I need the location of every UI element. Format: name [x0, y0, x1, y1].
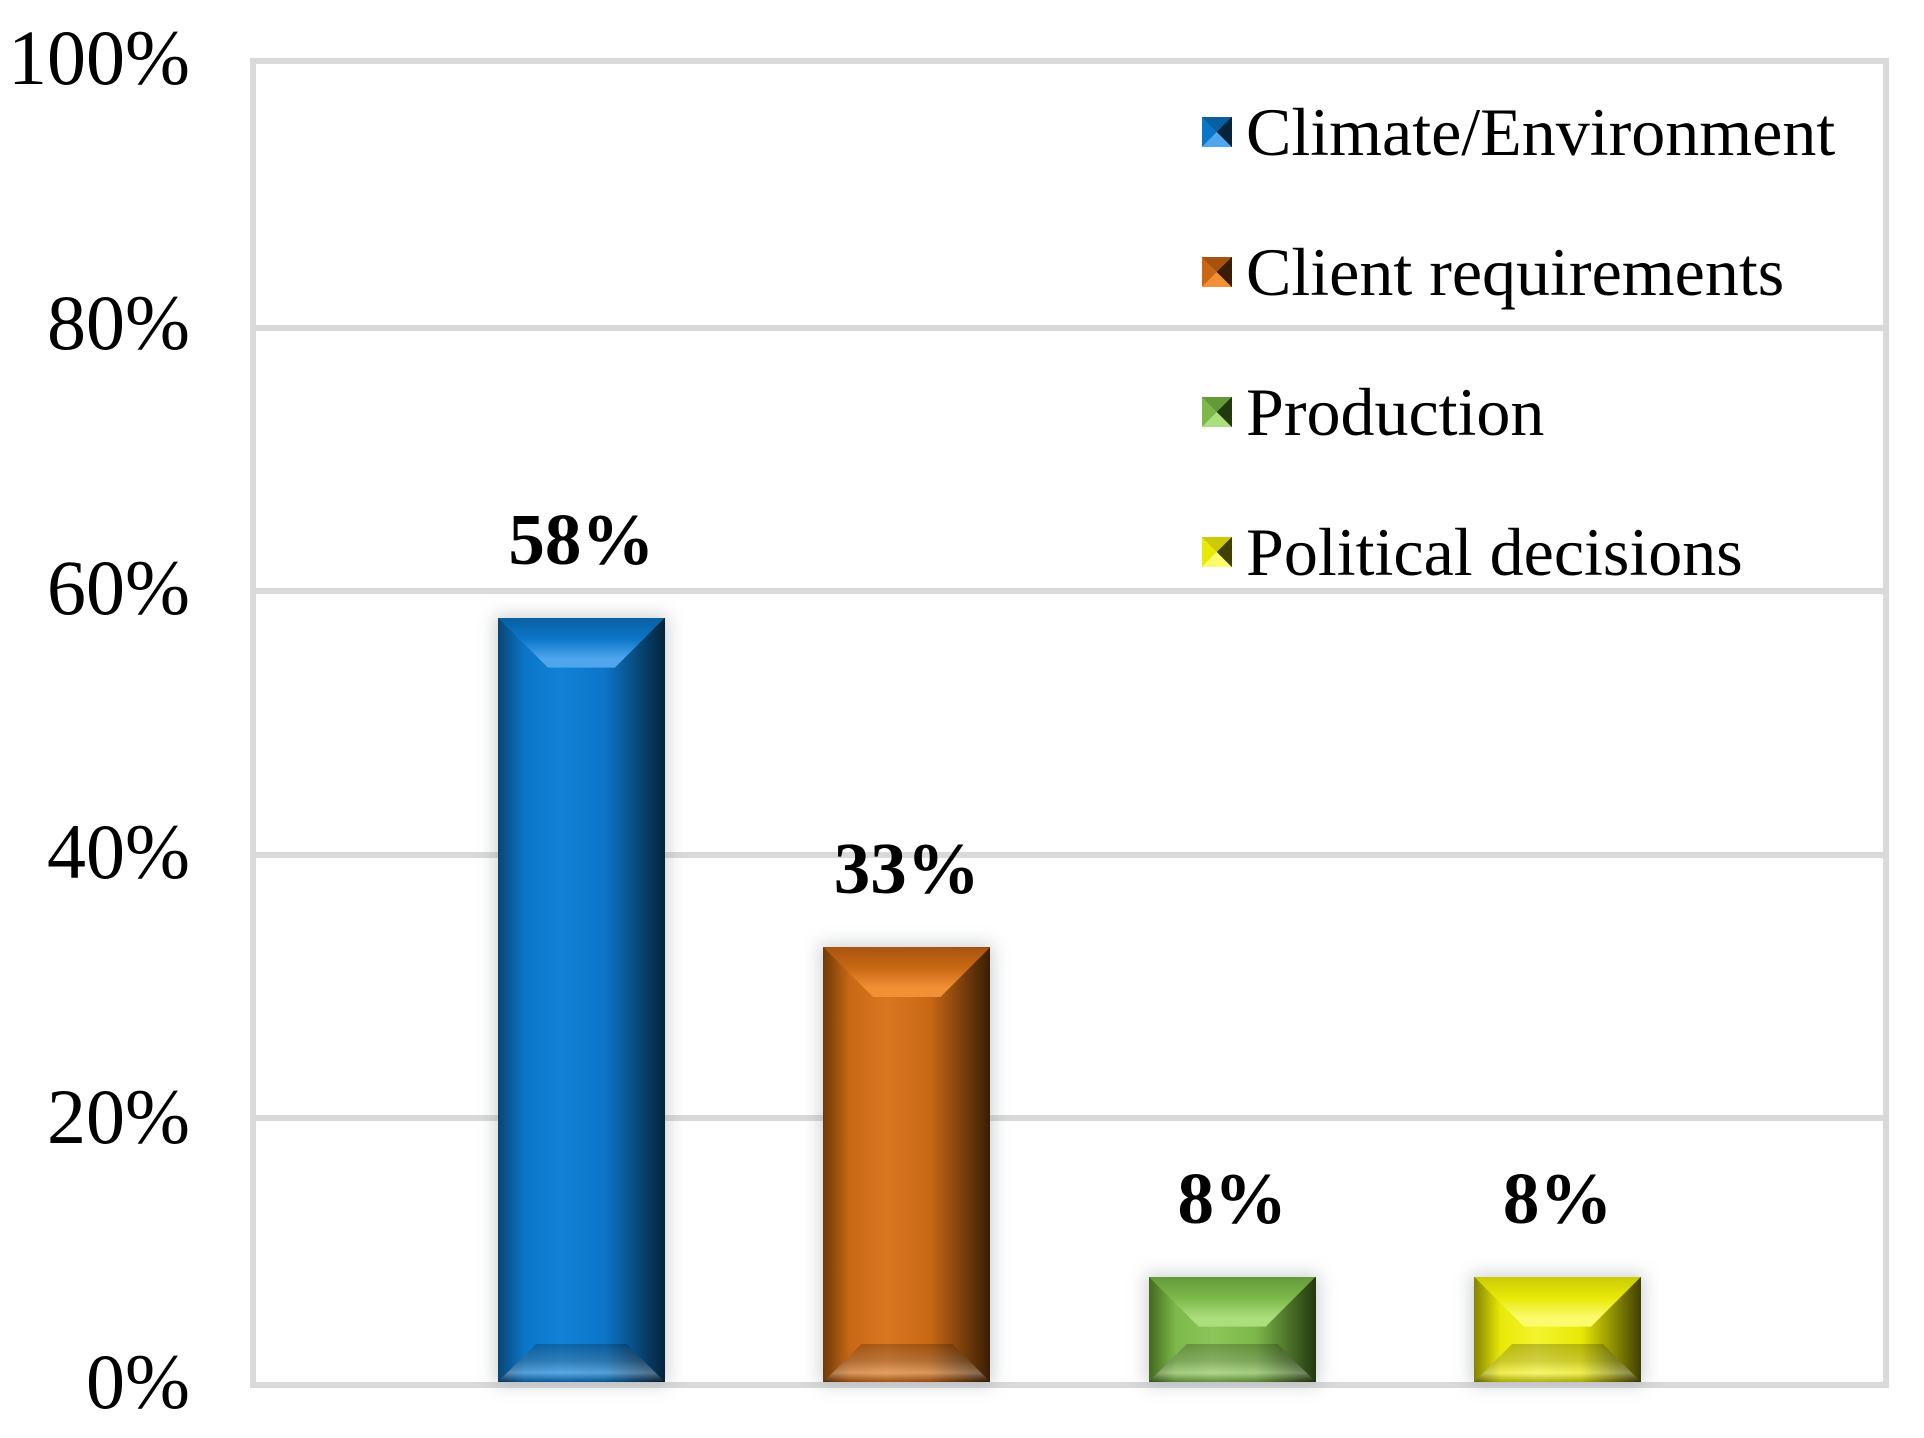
legend: Climate/Environment Client requirements Pr…	[1202, 92, 1835, 652]
bar-climate-environment	[497, 617, 665, 1382]
gridline-20	[256, 1115, 1883, 1122]
y-axis-label-60: 60%	[47, 543, 190, 631]
bar-value-label-climate-environment: 58%	[508, 498, 655, 580]
bar-value-label-production: 8%	[1177, 1157, 1287, 1239]
legend-marker-icon-climate-environment	[1202, 117, 1232, 147]
plot-area: 58% 33% 8% 8%	[250, 58, 1889, 1388]
bar-bottom-bevel	[1149, 1344, 1316, 1382]
y-axis-label-0: 0%	[86, 1338, 190, 1425]
bar-political-decisions	[1474, 1276, 1642, 1382]
legend-item-label: Client requirements	[1246, 234, 1785, 310]
legend-marker-icon-political-decisions	[1202, 537, 1232, 567]
legend-marker-icon-production	[1202, 397, 1232, 427]
bar-top-bevel	[498, 618, 665, 668]
legend-item-production: Production	[1202, 372, 1835, 452]
legend-item-label: Climate/Environment	[1246, 94, 1836, 170]
bar-production	[1148, 1276, 1316, 1382]
legend-item-client-requirements: Client requirements	[1202, 232, 1835, 312]
gridline-40	[256, 851, 1883, 858]
y-axis-label-100: 100%	[8, 14, 190, 101]
bar-bottom-bevel	[823, 1344, 990, 1382]
legend-item-political-decisions: Political decisions	[1202, 512, 1835, 592]
bar-value-label-client-requirements: 33%	[833, 828, 980, 910]
bar-top-bevel	[823, 947, 990, 997]
bar-client-requirements	[823, 947, 991, 1382]
bar-value-label-political-decisions: 8%	[1502, 1157, 1613, 1239]
legend-item-label: Production	[1246, 374, 1545, 450]
y-axis: 0% 20% 40% 60% 80% 100%	[0, 18, 190, 1422]
bar-top-bevel	[1474, 1277, 1641, 1327]
bar-top-bevel	[1149, 1277, 1316, 1327]
y-axis-label-40: 40%	[47, 808, 190, 896]
y-axis-label-80: 80%	[47, 278, 190, 366]
bar-bottom-bevel	[1474, 1344, 1641, 1382]
legend-item-climate-environment: Climate/Environment	[1202, 92, 1835, 172]
bar-bottom-bevel	[498, 1344, 665, 1382]
y-axis-label-20: 20%	[47, 1073, 190, 1161]
legend-marker-icon-client-requirements	[1202, 257, 1232, 287]
legend-item-label: Political decisions	[1246, 514, 1743, 590]
gridline-80	[256, 324, 1883, 331]
gridline-60	[256, 588, 1883, 595]
